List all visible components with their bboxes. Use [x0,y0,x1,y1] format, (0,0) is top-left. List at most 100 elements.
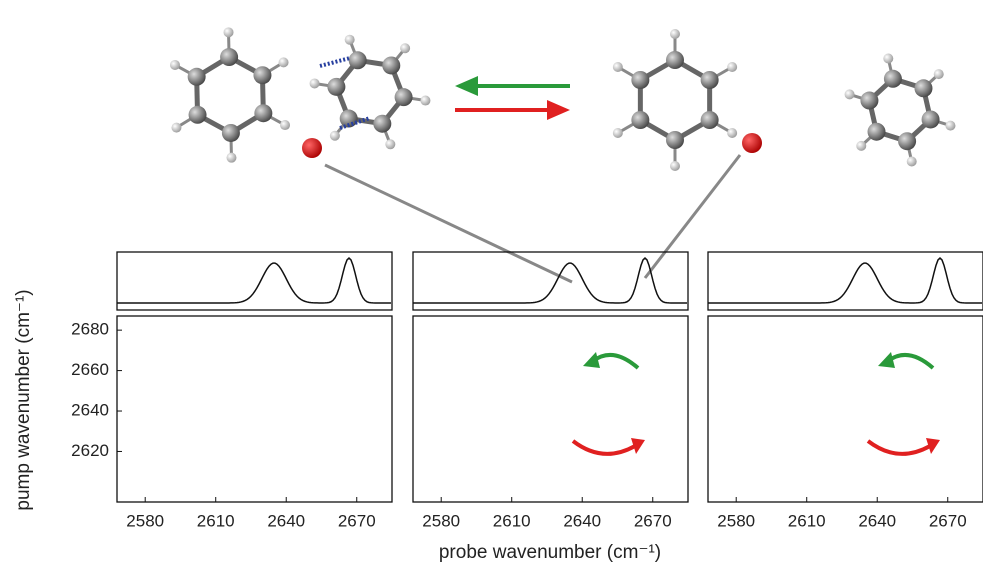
hydrogen [385,139,395,149]
carbon [701,111,719,129]
x-tick-label: 2670 [338,511,376,530]
contour [140,355,164,388]
x-tick-label: 2580 [717,511,755,530]
x-axis-label: probe wavenumber (cm⁻¹) [439,542,661,563]
molecules [170,27,955,171]
exchange-arrow [868,441,930,454]
hydrogen [845,89,855,99]
contour [438,360,457,391]
spectrum [708,258,982,303]
contour [195,296,409,520]
contour [723,352,753,404]
hydrogen [224,27,234,37]
hydrogen [613,62,623,72]
contour [475,295,730,527]
contour [231,333,374,482]
y-axis-label: pump wavenumber (cm⁻¹) [13,289,34,510]
carbon [666,131,684,149]
carbon [631,111,649,129]
contour [708,381,768,491]
x-tick-label: 2640 [858,511,896,530]
hydrogen [613,128,623,138]
contour [708,326,768,430]
x-tick-label: 2670 [634,511,672,530]
contour [713,390,763,482]
contour [932,378,955,434]
contour [409,313,486,438]
carbon [914,79,932,97]
carbon [253,66,271,84]
hydrogen [670,161,680,171]
contour [554,405,592,446]
contour [254,358,349,457]
arrow-head [878,352,895,368]
contour [855,406,882,446]
contour [561,412,586,440]
contour [864,419,873,432]
y-tick-label: 2640 [71,401,109,420]
carbon [349,51,367,69]
hydrogen [310,78,320,88]
contour [728,418,748,455]
carbon [189,106,207,124]
contour [863,379,933,438]
contour [243,346,362,470]
contour [290,396,314,421]
arrow-head [583,352,600,368]
contour [733,369,743,386]
contour [939,397,947,416]
exchange-arrow [593,355,638,368]
contour [718,399,758,472]
hydrogen [400,43,410,53]
contour-map [104,296,409,520]
carbon [868,123,886,141]
contour [841,386,894,466]
contour [928,369,958,444]
contour [632,357,650,385]
x-tick-label: 2610 [493,511,531,530]
contour [828,366,908,486]
contour [828,349,968,466]
contour [832,373,903,480]
carbon [884,70,902,88]
carbon [382,56,400,74]
hydrogen [420,96,430,106]
hydrogen [907,156,917,166]
carbon [222,124,240,142]
x-tick-label: 2610 [788,511,826,530]
exchange-arrow [888,355,933,368]
hydrogen [280,120,290,130]
carbon [922,110,940,128]
contour [837,379,899,472]
carbon [327,78,345,96]
contour [548,399,598,454]
spectrum [413,258,687,303]
contour [529,378,617,474]
hydrogen [171,123,181,133]
carbon [701,71,719,89]
h-bond [320,58,350,66]
contour [859,413,877,440]
hydrogen [856,141,866,151]
contour [116,322,188,421]
carbon [373,115,391,133]
contour [542,392,605,461]
hydrogen [279,57,289,67]
plot-frame [708,316,983,502]
contour [567,419,580,433]
contour [619,336,663,406]
carbon [666,51,684,69]
contour [419,329,477,423]
figure: probe wavenumber (cm⁻¹) pump wavenumber … [0,0,983,568]
contour [219,321,386,495]
contour [733,427,743,445]
x-tick-label: 2670 [929,511,967,530]
spectrum [117,258,391,303]
carbon [188,68,206,86]
carbon [220,48,238,66]
y-tick-label: 2660 [71,360,109,379]
contour [400,298,497,455]
hydrogen [670,29,680,39]
x-tick-label: 2640 [267,511,305,530]
contour [128,338,176,404]
